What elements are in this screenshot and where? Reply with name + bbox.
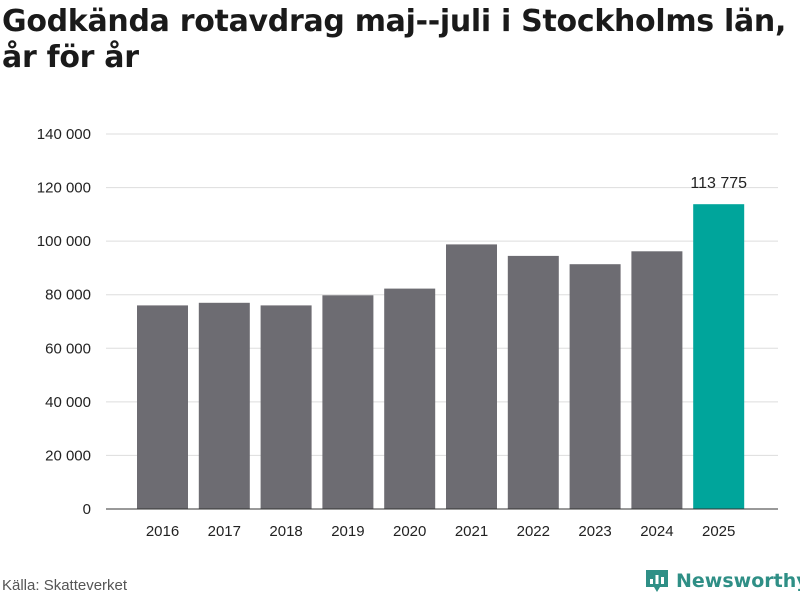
bar-2018 (260, 305, 312, 509)
y-tick-label: 40 000 (45, 394, 91, 411)
y-tick-label: 0 (83, 501, 91, 518)
x-tick-label: 2025 (702, 523, 735, 540)
x-tick-label: 2016 (146, 523, 179, 540)
x-tick-label: 2017 (208, 523, 241, 540)
bar-2021 (446, 244, 497, 509)
x-tick-label: 2021 (455, 523, 488, 540)
bar-2017 (198, 302, 250, 510)
x-tick-label: 2022 (517, 523, 550, 540)
bar-2023 (569, 264, 621, 509)
y-tick-label: 140 000 (37, 126, 91, 143)
data-label: 113 775 (690, 175, 747, 192)
y-tick-label: 80 000 (45, 287, 91, 304)
y-tick-label: 60 000 (45, 340, 91, 357)
bar-2025 (693, 204, 745, 509)
bar-2019 (322, 295, 374, 510)
brand-logo: Newsworthy (644, 568, 800, 594)
bar-2016 (137, 305, 188, 509)
y-tick-label: 100 000 (37, 233, 91, 250)
x-tick-label: 2019 (331, 523, 364, 540)
source-note: Källa: Skatteverket (2, 577, 128, 594)
bar-2022 (507, 255, 559, 509)
bar-chart-logo-icon (646, 570, 668, 592)
brand-name: Newsworthy (676, 570, 800, 592)
x-tick-label: 2018 (269, 523, 302, 540)
y-tick-label: 120 000 (37, 180, 91, 197)
y-tick-label: 20 000 (45, 447, 91, 464)
bar-2020 (384, 288, 436, 509)
x-tick-label: 2020 (393, 523, 426, 540)
bar-2024 (631, 251, 683, 510)
x-tick-label: 2023 (578, 523, 611, 540)
x-tick-label: 2024 (640, 523, 673, 540)
chart-title: Godkända rotavdrag maj--juli i Stockholm… (2, 4, 787, 75)
